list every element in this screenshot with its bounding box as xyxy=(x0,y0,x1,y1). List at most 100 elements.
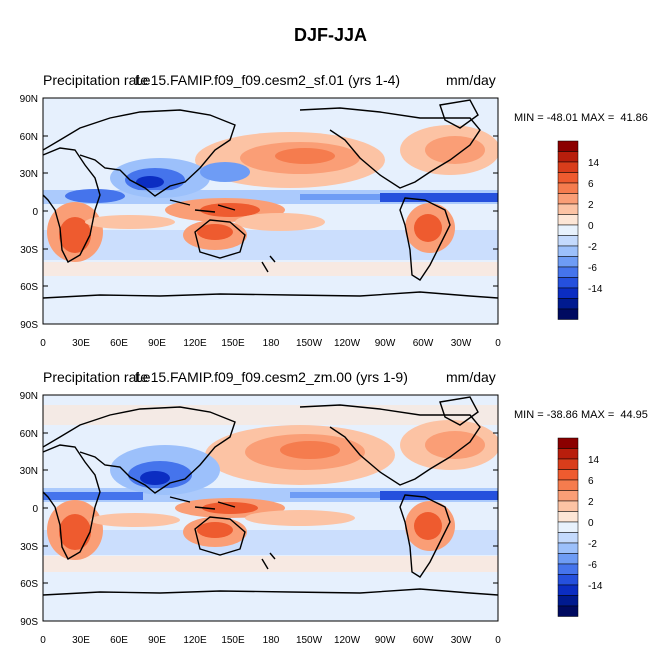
map-1-lon-label: 150W xyxy=(296,338,323,349)
panel-2-center-title: f.e15.FAMIP.f09_f09.cesm2_zm.00 (yrs 1-9… xyxy=(135,369,408,385)
colorbar-swatch xyxy=(557,553,579,565)
map-1-lon-label: 90W xyxy=(375,338,396,349)
panel-1-left-title: Precipitation rate xyxy=(43,72,149,88)
colorbar-swatch xyxy=(557,458,579,470)
map-2-lat-ticks xyxy=(43,394,498,622)
map-2-lat-labels: 90N 60N 30N 0 30S 60S 90S xyxy=(20,391,39,628)
map-1-lat-labels: 90N 60N 30N 0 30S 60S 90S xyxy=(20,94,39,331)
colorbar-1: 14 6 2 0 -2 -6 -14 xyxy=(557,140,603,320)
colorbar-swatch xyxy=(557,245,579,257)
colorbar-label: 14 xyxy=(588,158,600,169)
colorbar-swatch xyxy=(557,511,579,523)
colorbar-label: 2 xyxy=(588,200,594,211)
map-1-lon-label: 150E xyxy=(221,338,245,349)
colorbar-swatch xyxy=(557,490,579,502)
colorbar-label: -6 xyxy=(588,560,597,571)
map-2-lon-label: 150W xyxy=(296,635,323,646)
panel-1-units: mm/day xyxy=(446,72,496,88)
map-2-lat-label: 60S xyxy=(20,579,38,590)
map-2-coastlines xyxy=(43,396,498,596)
colorbar-swatch xyxy=(557,584,579,596)
colorbar-label: 6 xyxy=(588,476,594,487)
map-1-lat-label: 60S xyxy=(20,282,38,293)
colorbar-swatch xyxy=(557,542,579,554)
colorbar-label: -14 xyxy=(588,284,603,295)
colorbar-swatch xyxy=(557,500,579,512)
colorbar-swatch xyxy=(557,266,579,278)
map-2-lon-label: 30E xyxy=(72,635,90,646)
map-1-lon-label: 180 xyxy=(263,338,280,349)
panel-1-minmax: MIN = -48.01 MAX = 41.86 xyxy=(514,112,648,124)
colorbar-label: -2 xyxy=(588,539,597,550)
colorbar-label: -6 xyxy=(588,263,597,274)
map-2-lon-label: 150E xyxy=(221,635,245,646)
map-1-coastlines xyxy=(43,99,498,299)
map-1-lat-label: 60N xyxy=(20,132,38,143)
map-1-lon-label: 120E xyxy=(183,338,207,349)
map-2-lon-label: 180 xyxy=(263,635,280,646)
colorbar-swatch xyxy=(557,532,579,544)
colorbar-swatch xyxy=(557,235,579,247)
map-2-lon-label: 30W xyxy=(451,635,472,646)
colorbar-swatch xyxy=(557,256,579,268)
figure-title: DJF-JJA xyxy=(293,25,368,45)
colorbar-swatch xyxy=(557,308,579,320)
colorbar-swatch xyxy=(557,595,579,607)
map-1-lon-label: 30W xyxy=(451,338,472,349)
map-2-lon-label: 60W xyxy=(413,635,434,646)
map-1-lon-label: 60W xyxy=(413,338,434,349)
map-1-lon-label: 30E xyxy=(72,338,90,349)
colorbar-swatch xyxy=(557,182,579,194)
map-1-lon-label: 60E xyxy=(110,338,128,349)
map-2-lon-label: 0 xyxy=(495,635,501,646)
colorbar-label: -14 xyxy=(588,581,603,592)
colorbar-swatch xyxy=(557,298,579,310)
map-2-lon-label: 120E xyxy=(183,635,207,646)
map-2-field xyxy=(43,395,498,621)
colorbar-swatch xyxy=(557,161,579,173)
colorbar-label: 2 xyxy=(588,497,594,508)
colorbar-label: 0 xyxy=(588,518,594,529)
panel-1-center-title: f.e15.FAMIP.f09_f09.cesm2_sf.01 (yrs 1-4… xyxy=(135,72,401,88)
map-1-lat-ticks xyxy=(43,97,498,325)
colorbar-swatch xyxy=(557,140,579,152)
map-2-lon-labels: 0 30E 60E 90E 120E 150E 180 150W 120W 90… xyxy=(40,635,501,646)
colorbar-swatch xyxy=(557,448,579,460)
map-2-lon-label: 90W xyxy=(375,635,396,646)
map-2-lon-label: 120W xyxy=(334,635,361,646)
colorbar-swatch xyxy=(557,193,579,205)
colorbar-swatch xyxy=(557,479,579,491)
map-2-lat-label: 90N xyxy=(20,391,38,402)
colorbar-swatch xyxy=(557,605,579,617)
colorbar-swatch xyxy=(557,437,579,449)
colorbar-label: 14 xyxy=(588,455,600,466)
colorbar-swatch xyxy=(557,224,579,236)
map-2-lat-label: 60N xyxy=(20,429,38,440)
map-panel-1: Precipitation rate f.e15.FAMIP.f09_f09.c… xyxy=(43,72,648,124)
map-2-lat-label: 0 xyxy=(32,504,38,515)
colorbar-swatch xyxy=(557,151,579,163)
panel-2-left-title: Precipitation rate xyxy=(43,369,149,385)
map-1-lat-label: 30S xyxy=(20,245,38,256)
map-2-lat-label: 30N xyxy=(20,466,38,477)
map-1-lat-label: 90S xyxy=(20,320,38,331)
colorbar-label: 0 xyxy=(588,221,594,232)
map-1-lat-label: 30N xyxy=(20,169,38,180)
colorbar-swatch xyxy=(557,277,579,289)
panel-2-minmax: MIN = -38.86 MAX = 44.95 xyxy=(514,409,648,421)
map-1-field xyxy=(43,98,498,324)
map-1-lon-label: 120W xyxy=(334,338,361,349)
colorbar-label: 6 xyxy=(588,179,594,190)
map-2-lat-label: 30S xyxy=(20,542,38,553)
map-2-lon-label: 60E xyxy=(110,635,128,646)
colorbar-swatch xyxy=(557,287,579,299)
panel-2-units: mm/day xyxy=(446,369,496,385)
map-1-lon-label: 90E xyxy=(148,338,166,349)
map-1-lon-label: 0 xyxy=(495,338,501,349)
colorbar-swatch xyxy=(557,203,579,215)
map-1-lat-label: 90N xyxy=(20,94,38,105)
map-2-lon-label: 0 xyxy=(40,635,46,646)
map-1-lon-labels: 0 30E 60E 90E 120E 150E 180 150W 120W 90… xyxy=(40,338,501,349)
